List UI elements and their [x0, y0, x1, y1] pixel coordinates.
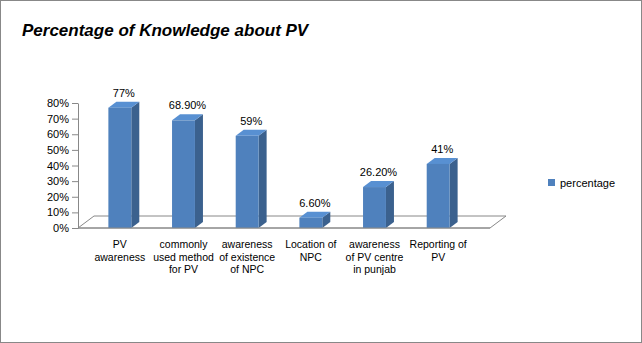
- bar: [172, 120, 195, 228]
- data-label: 41%: [431, 143, 453, 155]
- y-tick: 30%: [47, 175, 78, 187]
- bar: [363, 187, 386, 228]
- chart-border: [1, 1, 642, 343]
- y-tick-mark: [72, 166, 78, 167]
- y-tick-label: 50%: [47, 144, 69, 156]
- y-tick-mark: [72, 197, 78, 198]
- y-tick-mark: [72, 150, 78, 151]
- data-label: 68.90%: [169, 99, 207, 111]
- x-axis: PVawarenesscommonlyused methodfor PVawar…: [94, 238, 466, 275]
- data-label: 77%: [113, 87, 135, 99]
- y-tick-mark: [72, 228, 78, 229]
- bar: [236, 136, 259, 228]
- bar-side: [386, 181, 394, 228]
- y-tick: 0%: [53, 222, 78, 234]
- y-tick-label: 20%: [47, 191, 69, 203]
- bars: [108, 102, 457, 228]
- legend-label: percentage: [560, 177, 615, 189]
- x-tick-label: PVawareness: [94, 238, 145, 263]
- y-tick-mark: [72, 134, 78, 135]
- y-tick: 80%: [47, 97, 78, 109]
- y-tick-label: 40%: [47, 160, 69, 172]
- bar-side: [131, 102, 139, 228]
- y-tick-label: 10%: [47, 206, 69, 218]
- bar-side: [450, 158, 458, 228]
- bar-top: [363, 181, 394, 187]
- y-tick-label: 60%: [47, 128, 69, 140]
- data-labels: 77% 68.90% 59% 6.60% 26.20% 41%: [113, 87, 454, 209]
- bar-top: [236, 130, 267, 136]
- data-label: 6.60%: [299, 197, 330, 209]
- y-axis: 0% 10% 20% 30% 40% 50% 60% 70% 80%: [47, 97, 79, 234]
- bar-top: [108, 102, 139, 108]
- legend-swatch: [548, 179, 555, 186]
- bar-top: [299, 212, 330, 218]
- y-tick-label: 30%: [47, 175, 69, 187]
- bar-side: [259, 130, 267, 228]
- y-tick-label: 0%: [53, 222, 69, 234]
- x-tick-label: Reporting ofPV: [410, 238, 467, 263]
- bar-side: [195, 114, 203, 228]
- y-tick: 70%: [47, 113, 78, 125]
- bar: [108, 108, 131, 228]
- bar: [427, 164, 450, 228]
- data-label: 59%: [240, 115, 262, 127]
- legend: percentage: [548, 177, 615, 189]
- title: Percentage of Knowledge about PV: [22, 21, 310, 40]
- y-tick-mark: [72, 119, 78, 120]
- x-tick-label: commonlyused methodfor PV: [153, 238, 214, 275]
- x-tick-label: awarenessof PV centrein punjab: [346, 238, 404, 275]
- data-label: 26.20%: [360, 166, 398, 178]
- y-tick-label: 80%: [47, 97, 69, 109]
- x-tick-label: awarenessof existenceof NPC: [219, 238, 275, 275]
- y-tick: 40%: [47, 160, 78, 172]
- y-tick: 20%: [47, 191, 78, 203]
- y-tick-mark: [72, 103, 78, 104]
- bar: [299, 218, 322, 228]
- y-axis-line: [78, 104, 79, 229]
- y-tick-label: 70%: [47, 113, 69, 125]
- x-axis-line: [78, 228, 490, 229]
- y-tick-mark: [72, 181, 78, 182]
- bar-top: [172, 114, 203, 120]
- y-tick-mark: [72, 212, 78, 213]
- bar-top: [427, 158, 458, 164]
- y-tick: 50%: [47, 144, 78, 156]
- y-tick: 10%: [47, 206, 78, 218]
- x-tick-label: Location ofNPC: [285, 238, 336, 263]
- chart: Percentage of Knowledge about PV 0% 10% 20%…: [0, 0, 642, 343]
- y-tick: 60%: [47, 128, 78, 140]
